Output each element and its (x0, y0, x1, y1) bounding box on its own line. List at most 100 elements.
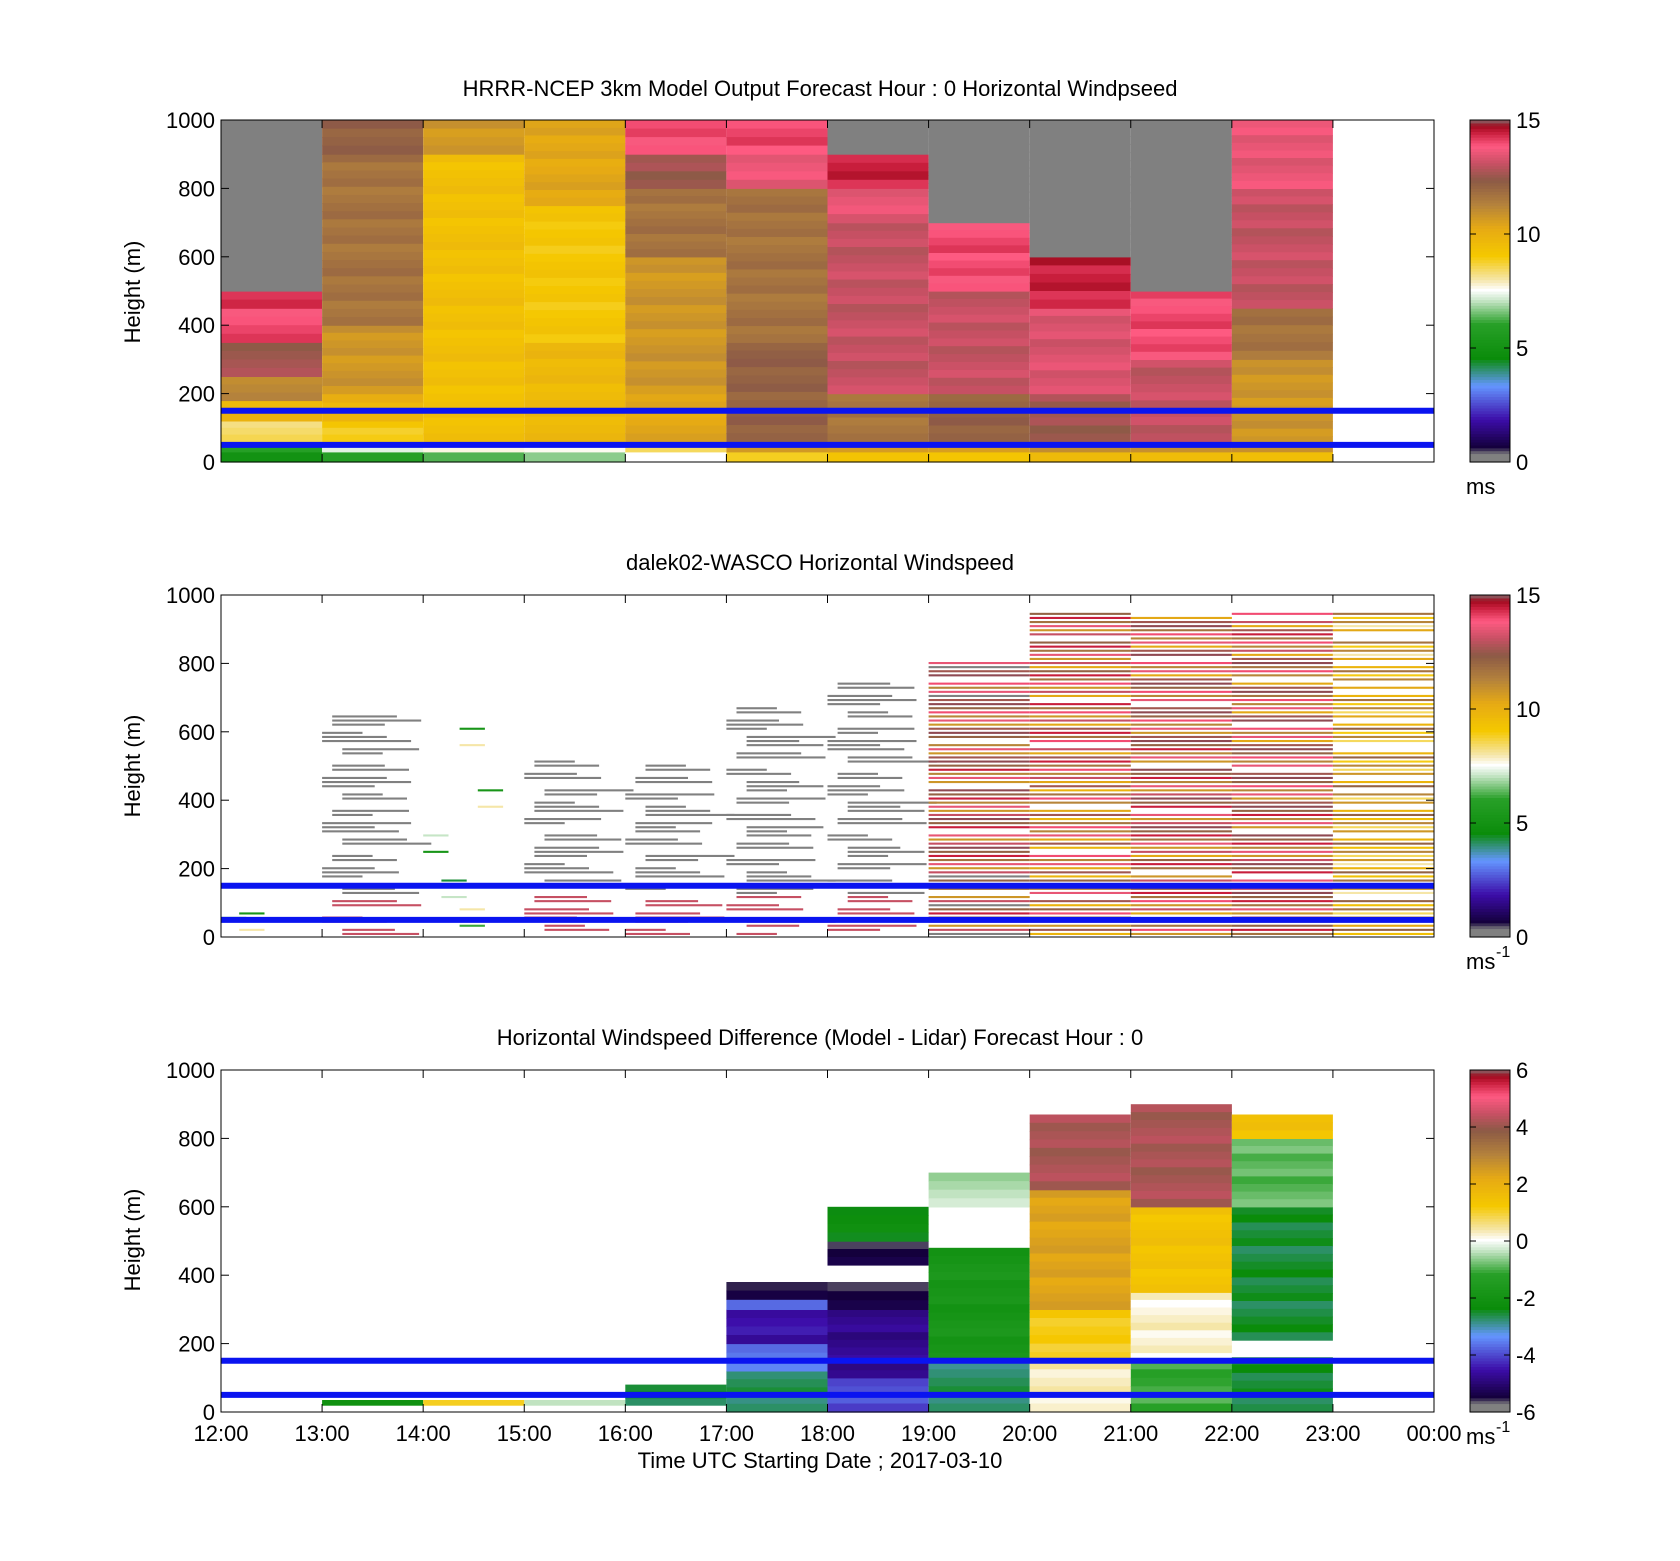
heatmap-cell (928, 346, 1030, 355)
lidar-return (1130, 912, 1232, 915)
heatmap-cell (726, 204, 828, 214)
lidar-return (1231, 690, 1333, 693)
lidar-return (1130, 711, 1232, 714)
heatmap-cell (322, 178, 424, 188)
heatmap-cell (1029, 192, 1131, 201)
heatmap-cell (928, 143, 1030, 153)
heatmap-cell (625, 280, 727, 290)
lidar-return (1231, 801, 1333, 804)
lidar-return (332, 900, 397, 903)
lidar-return (459, 924, 485, 927)
heatmap-cell (524, 120, 626, 129)
heatmap-cell (221, 201, 323, 211)
lidar-return (534, 850, 624, 853)
colorbar-swatch (1470, 1309, 1510, 1313)
heatmap-cell (1130, 234, 1232, 243)
heatmap-cell (625, 377, 727, 387)
colorbar-swatch (1470, 842, 1510, 847)
lidar-return (1029, 932, 1131, 935)
heatmap-cell (221, 160, 323, 170)
lidar-return (746, 785, 824, 788)
lidar-return (928, 854, 1030, 857)
lidar-return (1130, 740, 1232, 743)
heatmap-cell (221, 274, 323, 284)
heatmap-cell (726, 1282, 828, 1292)
colorbar-swatch (1470, 1089, 1510, 1094)
lidar-return (459, 908, 485, 911)
colorbar-swatch (1470, 168, 1510, 172)
colorbar-swatch (1470, 1135, 1510, 1139)
heatmap-cell (1231, 1153, 1333, 1162)
heatmap-cell (1231, 1222, 1333, 1231)
heatmap-cell (1130, 209, 1232, 219)
colorbar-swatch (1470, 1355, 1510, 1359)
colorbar-swatch (1470, 293, 1510, 298)
lidar-return (645, 854, 735, 857)
heatmap-cell (827, 1232, 929, 1242)
colorbar-tick-label: -6 (1516, 1400, 1536, 1425)
lidar-return (1029, 863, 1131, 866)
lidar-return (1332, 662, 1434, 665)
lidar-return (322, 871, 399, 874)
colorbar-swatch (1470, 720, 1510, 724)
lidar-return (928, 666, 1030, 669)
colorbar-swatch (1470, 390, 1510, 395)
colorbar-swatch (1470, 1189, 1510, 1194)
heatmap-cell (423, 345, 525, 355)
heatmap-cell (1130, 291, 1232, 300)
heatmap-cell (524, 182, 626, 191)
colorbar-swatch (1470, 811, 1510, 816)
heatmap-cell (827, 377, 929, 386)
heatmap-cell (423, 377, 525, 387)
colorbar-swatch (1470, 1181, 1510, 1185)
colorbar-swatch (1470, 1186, 1510, 1191)
colorbar-swatch (1470, 1166, 1510, 1171)
lidar-return (342, 797, 407, 800)
y-tick-label: 400 (178, 788, 215, 813)
lidar-return (837, 863, 927, 866)
colorbar-swatch (1470, 1164, 1510, 1168)
heatmap-cell (726, 1395, 828, 1405)
colorbar-swatch (1470, 256, 1510, 261)
y-tick-label: 800 (178, 651, 215, 676)
lidar-return (1029, 649, 1131, 652)
lidar-return (544, 879, 622, 882)
heatmap-cell (221, 421, 323, 429)
heatmap-cell (726, 120, 828, 130)
lidar-return (827, 793, 868, 796)
lidar-return (332, 719, 422, 722)
heatmap-cell (1231, 173, 1333, 182)
heatmap-cell (827, 295, 929, 305)
lidar-return (1231, 859, 1333, 862)
heatmap-cell (1231, 1261, 1333, 1271)
colorbar-swatch (1470, 185, 1510, 189)
colorbar-swatch (1470, 766, 1510, 770)
heatmap-cell (827, 1215, 929, 1225)
lidar-return (1332, 723, 1434, 726)
heatmap-cell (423, 250, 525, 259)
colorbar-tick-label: 2 (1516, 1172, 1528, 1197)
lidar-return (736, 932, 777, 935)
heatmap-cell (1029, 1318, 1131, 1328)
heatmap-cell (221, 291, 323, 301)
lidar-return (928, 838, 1030, 841)
lidar-return (1332, 727, 1434, 730)
heatmap-cell (928, 1369, 1030, 1379)
lidar-return (1332, 846, 1434, 849)
lidar-return (1231, 645, 1333, 648)
lidar-return (534, 854, 587, 857)
lidar-windspeed-panel: dalek02-WASCO Horizontal Windspeed Heigh… (120, 550, 1540, 974)
heatmap-cell (726, 228, 828, 238)
heatmap-cell (1029, 299, 1131, 309)
heatmap-cell (726, 253, 828, 262)
lidar-return (1029, 887, 1131, 890)
lidar-return (1029, 764, 1131, 767)
colorbar-swatch (1470, 139, 1510, 144)
heatmap-cell (1231, 1199, 1333, 1208)
heatmap-cell (322, 363, 424, 372)
heatmap-cell (928, 151, 1030, 161)
colorbar-swatch (1470, 1366, 1510, 1370)
lidar-return (342, 838, 407, 841)
colorbar-swatch (1470, 288, 1510, 292)
colorbar-swatch (1470, 1369, 1510, 1373)
